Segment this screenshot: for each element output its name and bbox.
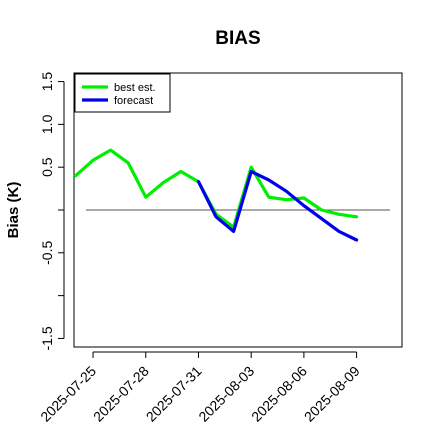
x-tick-label: 2025-08-03 xyxy=(195,363,257,425)
legend-label: best est. xyxy=(114,82,156,94)
y-tick-label: 1.0 xyxy=(39,114,55,134)
series-line-forecast xyxy=(196,169,359,242)
legend: best est.forecast xyxy=(74,73,171,113)
series-layer xyxy=(73,148,359,242)
x-tick-label: 2025-07-28 xyxy=(90,363,152,425)
y-tick-label: 0.5 xyxy=(39,157,55,177)
y-tick-label: -1.5 xyxy=(39,326,55,350)
x-tick-label: 2025-08-06 xyxy=(248,363,310,425)
legend-label: forecast xyxy=(114,95,153,107)
y-tick-label: -0.5 xyxy=(39,241,55,265)
x-tick-label: 2025-08-09 xyxy=(301,363,363,425)
plot-area xyxy=(73,72,403,348)
y-tick-label: 1.5 xyxy=(39,72,55,92)
x-tick-label: 2025-07-31 xyxy=(143,363,205,425)
chart-title: BIAS xyxy=(215,28,260,49)
y-axis: -1.5 -0.5 0.5 1.0 1.5 xyxy=(39,72,65,351)
x-axis: 2025-07-252025-07-282025-07-312025-08-03… xyxy=(37,351,363,425)
y-axis-label: Bias (K) xyxy=(5,182,22,239)
x-tick-label: 2025-07-25 xyxy=(37,363,99,425)
legend-box xyxy=(74,73,171,113)
